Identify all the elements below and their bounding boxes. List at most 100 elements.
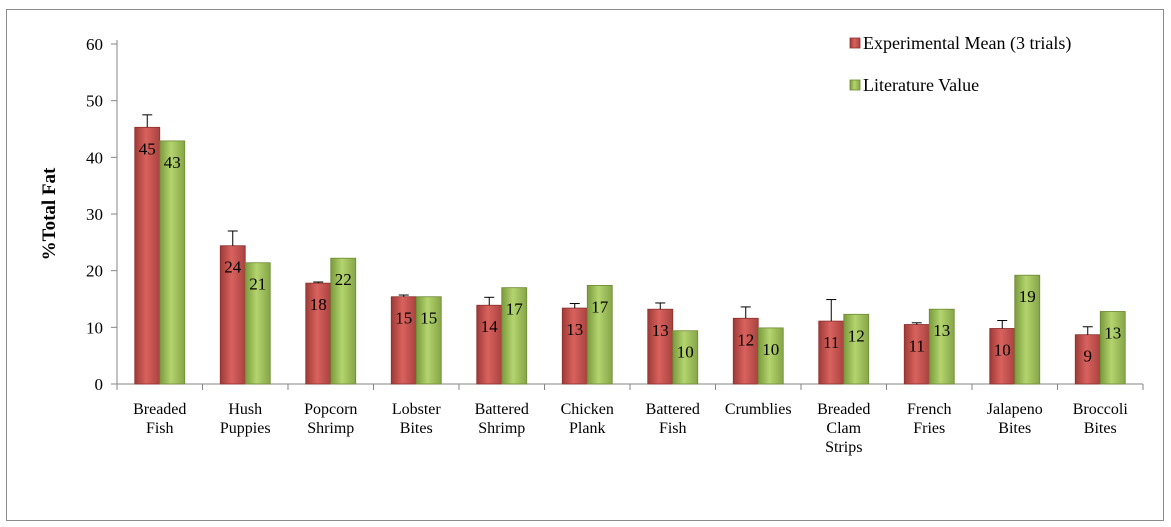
category-label: Chicken Plank (561, 401, 614, 437)
data-label: 10 (677, 343, 694, 362)
bar (903, 324, 930, 385)
y-tick-label: 50 (86, 92, 103, 111)
data-label: 11 (909, 337, 925, 356)
data-label: 17 (506, 300, 524, 319)
category-label-line: Strips (825, 439, 862, 456)
data-label: 9 (1084, 347, 1093, 366)
category-label: Crumblies (725, 401, 792, 418)
category-label: French Fries (907, 401, 951, 437)
category-label-line: Fish (659, 420, 687, 437)
bar (219, 245, 246, 385)
data-label: 15 (420, 309, 437, 328)
category-label: Lobster Bites (392, 401, 442, 437)
y-tick-label: 40 (86, 148, 103, 167)
data-label: 13 (652, 321, 669, 340)
bar (305, 282, 332, 385)
category-label: Popcorn Shrimp (304, 401, 357, 437)
category-label-line: Plank (569, 420, 605, 437)
bar (1014, 274, 1041, 385)
bar (159, 140, 186, 385)
y-tick-label: 0 (95, 375, 104, 394)
data-label: 12 (848, 326, 865, 345)
category-label-line: French (907, 401, 951, 418)
legend-label-literature: Literature Value (863, 75, 979, 95)
bar (928, 308, 955, 385)
bar (415, 296, 442, 385)
category-label-line: Jalapeno (987, 401, 1043, 418)
data-label: 18 (310, 295, 327, 314)
data-label: 11 (823, 333, 839, 352)
bar (134, 126, 161, 385)
bars (134, 114, 1126, 385)
chart-frame (6, 9, 1164, 521)
category-label-line: Fries (913, 420, 945, 437)
legend-swatch-literature (849, 79, 861, 91)
data-labels: 45 43 24 21 18 22 15 15 14 17 13 17 13 10 12 10 11 12 11 13… (139, 139, 1122, 365)
data-label: 21 (249, 275, 266, 294)
category-label-line: Battered (475, 401, 529, 418)
data-label: 43 (164, 153, 181, 172)
bar (1099, 311, 1126, 385)
data-label: 22 (335, 270, 352, 289)
category-label: Breaded Fish (133, 401, 186, 437)
category-label-line: Crumblies (725, 401, 792, 418)
category-label-line: Battered (646, 401, 700, 418)
data-label: 10 (762, 340, 779, 359)
bar (390, 296, 417, 385)
category-label-line: Hush (228, 401, 262, 418)
data-label: 45 (139, 139, 156, 158)
category-label-line: Lobster (392, 401, 442, 418)
category-label-line: Broccoli (1073, 401, 1129, 418)
category-label: Battered Fish (646, 401, 700, 437)
data-label: 13 (1104, 323, 1121, 342)
category-label: Hush Puppies (220, 401, 271, 437)
data-label: 14 (481, 317, 499, 336)
legend-label-experimental: Experimental Mean (3 trials) (863, 33, 1071, 54)
bar (818, 320, 845, 385)
category-label-line: Popcorn (304, 401, 357, 418)
category-label-line: Breaded (133, 401, 186, 418)
category-label-line: Puppies (220, 420, 271, 437)
legend-swatch-experimental (849, 37, 861, 49)
y-tick-label: 30 (86, 205, 103, 224)
category-label-line: Clam (826, 420, 861, 437)
data-label: 19 (1019, 287, 1036, 306)
y-tick-label: 60 (86, 35, 103, 54)
category-label-line: Fish (146, 420, 174, 437)
data-label: 17 (591, 297, 609, 316)
bar (757, 327, 784, 385)
category-label: Battered Shrimp (475, 401, 529, 437)
category-labels: Breaded Fish Hush Puppies Popcorn Shrimp Lobst… (133, 401, 1128, 456)
axes: 0 10 20 30 40 50 60 (86, 35, 1144, 394)
y-tick-label: 20 (86, 262, 103, 281)
data-label: 13 (566, 320, 583, 339)
data-label: 24 (224, 258, 242, 277)
data-label: 15 (395, 309, 412, 328)
category-label-line: Breaded (817, 401, 870, 418)
category-label: Breaded Clam Strips (817, 401, 870, 456)
data-label: 12 (737, 330, 754, 349)
category-label: Jalapeno Bites (987, 401, 1043, 437)
data-label: 13 (933, 321, 950, 340)
bar (561, 307, 588, 385)
category-label: Broccoli Bites (1073, 401, 1129, 437)
bar (586, 284, 613, 385)
bar (501, 287, 528, 385)
category-label-line: Bites (1084, 420, 1117, 437)
category-label-line: Shrimp (307, 420, 354, 437)
category-label-line: Shrimp (478, 420, 525, 437)
category-label-line: Bites (998, 420, 1031, 437)
bar (1074, 334, 1101, 385)
bar (989, 328, 1016, 385)
bar (732, 317, 759, 385)
category-label-line: Chicken (561, 401, 614, 418)
y-tick-label: 10 (86, 318, 103, 337)
bar (330, 257, 357, 385)
bar (843, 313, 870, 385)
data-label: 10 (994, 340, 1011, 359)
bar (672, 330, 699, 385)
category-label-line: Bites (400, 420, 433, 437)
y-axis-label: %Total Fat (39, 167, 60, 260)
legend: Experimental Mean (3 trials) Literature … (849, 33, 1071, 95)
